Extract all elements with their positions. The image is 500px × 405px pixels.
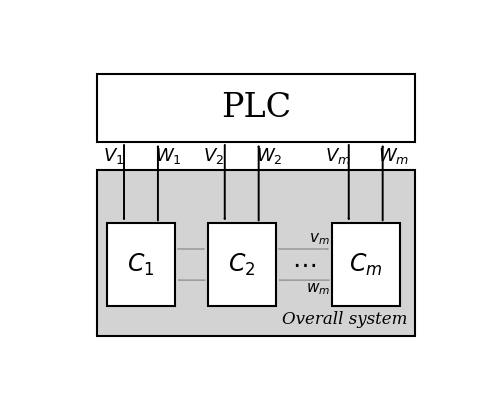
Bar (98, 74, 415, 142)
Text: $W_2$: $W_2$ (256, 146, 283, 166)
Bar (208, 223, 276, 306)
Text: $V_2$: $V_2$ (204, 146, 225, 166)
Text: PLC: PLC (221, 92, 292, 124)
Text: $C_2$: $C_2$ (228, 252, 256, 278)
Text: $v_m$: $v_m$ (309, 232, 330, 247)
Bar (107, 223, 175, 306)
Text: $\cdots$: $\cdots$ (292, 253, 316, 276)
Text: $V_m$: $V_m$ (325, 146, 351, 166)
Text: $W_1$: $W_1$ (156, 146, 182, 166)
Text: Overall system: Overall system (282, 311, 408, 328)
Text: $w_m$: $w_m$ (306, 282, 330, 297)
Text: $V_1$: $V_1$ (102, 146, 124, 166)
Text: $C_1$: $C_1$ (128, 252, 154, 278)
Bar (332, 223, 400, 306)
Text: $C_m$: $C_m$ (349, 252, 382, 278)
Bar (98, 170, 415, 335)
Text: $W_m$: $W_m$ (378, 146, 409, 166)
